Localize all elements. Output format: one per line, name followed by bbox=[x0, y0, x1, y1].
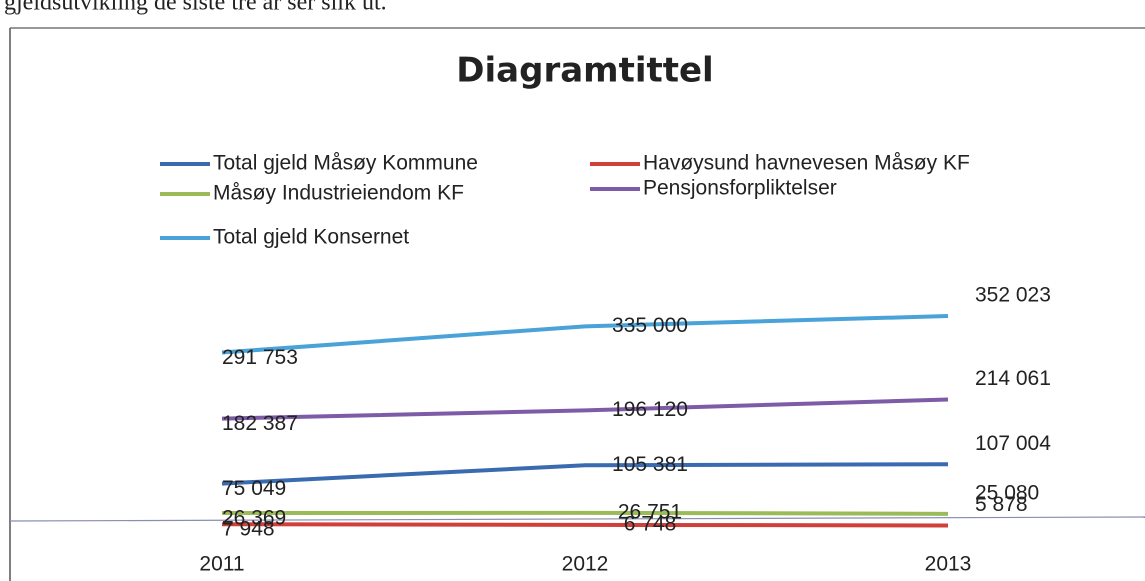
data-label: 26 751 bbox=[618, 500, 682, 523]
legend-label: Pensjonsforpliktelser bbox=[643, 177, 837, 200]
chart-title: Diagramtittel bbox=[456, 51, 713, 91]
legend-label: Total gjeld Konsernet bbox=[213, 226, 409, 249]
data-label: 7 948 bbox=[222, 518, 275, 541]
data-label: 75 049 bbox=[222, 477, 286, 500]
data-label: 182 387 bbox=[222, 412, 298, 435]
data-label: 6 748 bbox=[624, 512, 677, 535]
legend-label: Total gjeld Måsøy Kommune bbox=[213, 152, 478, 175]
series-line bbox=[221, 522, 949, 528]
data-label: 107 004 bbox=[975, 432, 1051, 455]
series-line bbox=[221, 510, 949, 516]
data-label: 352 023 bbox=[975, 284, 1051, 307]
series-line bbox=[221, 314, 949, 355]
x-axis bbox=[9, 516, 1145, 522]
data-label: 26 369 bbox=[222, 507, 286, 530]
data-label: 335 000 bbox=[612, 314, 688, 337]
series-line bbox=[221, 462, 949, 486]
data-label: 214 061 bbox=[975, 367, 1051, 390]
legend-label: Måsøy Industrieiendom KF bbox=[213, 182, 464, 205]
data-label: 291 753 bbox=[222, 346, 298, 369]
data-label: 5 878 bbox=[975, 493, 1028, 516]
x-tick-label: 2011 bbox=[199, 553, 244, 576]
legend-label: Havøysund havnevesen Måsøy KF bbox=[643, 152, 970, 175]
data-label: 25 080 bbox=[975, 481, 1039, 504]
series-line bbox=[221, 397, 949, 421]
data-label: 196 120 bbox=[612, 398, 688, 421]
x-tick-label: 2013 bbox=[925, 553, 972, 576]
x-tick-label: 2012 bbox=[562, 553, 609, 576]
intro-text: gjeldsutvikling de siste tre år ser slik… bbox=[4, 0, 387, 16]
data-label: 105 381 bbox=[612, 453, 688, 476]
